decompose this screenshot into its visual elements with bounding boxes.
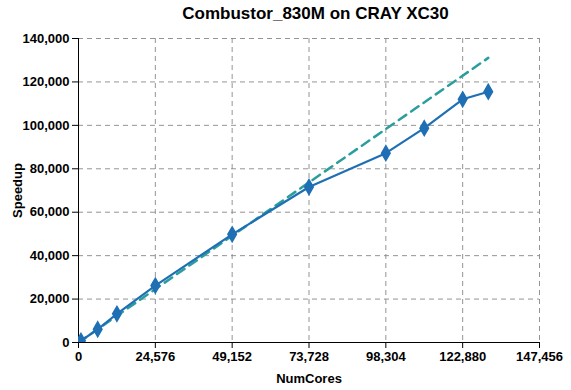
svg-text:140,000: 140,000 (23, 31, 70, 46)
svg-text:Speedup: Speedup (10, 163, 25, 218)
svg-text:80,000: 80,000 (30, 161, 70, 176)
svg-text:60,000: 60,000 (30, 204, 70, 219)
svg-text:73,728: 73,728 (289, 349, 329, 364)
svg-text:NumCores: NumCores (276, 371, 342, 386)
svg-text:147,456: 147,456 (516, 349, 563, 364)
svg-text:98,304: 98,304 (366, 349, 407, 364)
svg-text:0: 0 (75, 349, 82, 364)
svg-text:49,152: 49,152 (212, 349, 252, 364)
svg-text:20,000: 20,000 (30, 291, 70, 306)
html-text:Combustor_830M on CRAY XC30: Combustor_830M on CRAY XC30 (182, 4, 449, 23)
svg-text:122,880: 122,880 (439, 349, 486, 364)
svg-text:0: 0 (62, 335, 69, 350)
svg-text:100,000: 100,000 (23, 118, 70, 133)
svg-text:40,000: 40,000 (30, 248, 70, 263)
svg-text:24,576: 24,576 (135, 349, 175, 364)
svg-text:120,000: 120,000 (23, 74, 70, 89)
